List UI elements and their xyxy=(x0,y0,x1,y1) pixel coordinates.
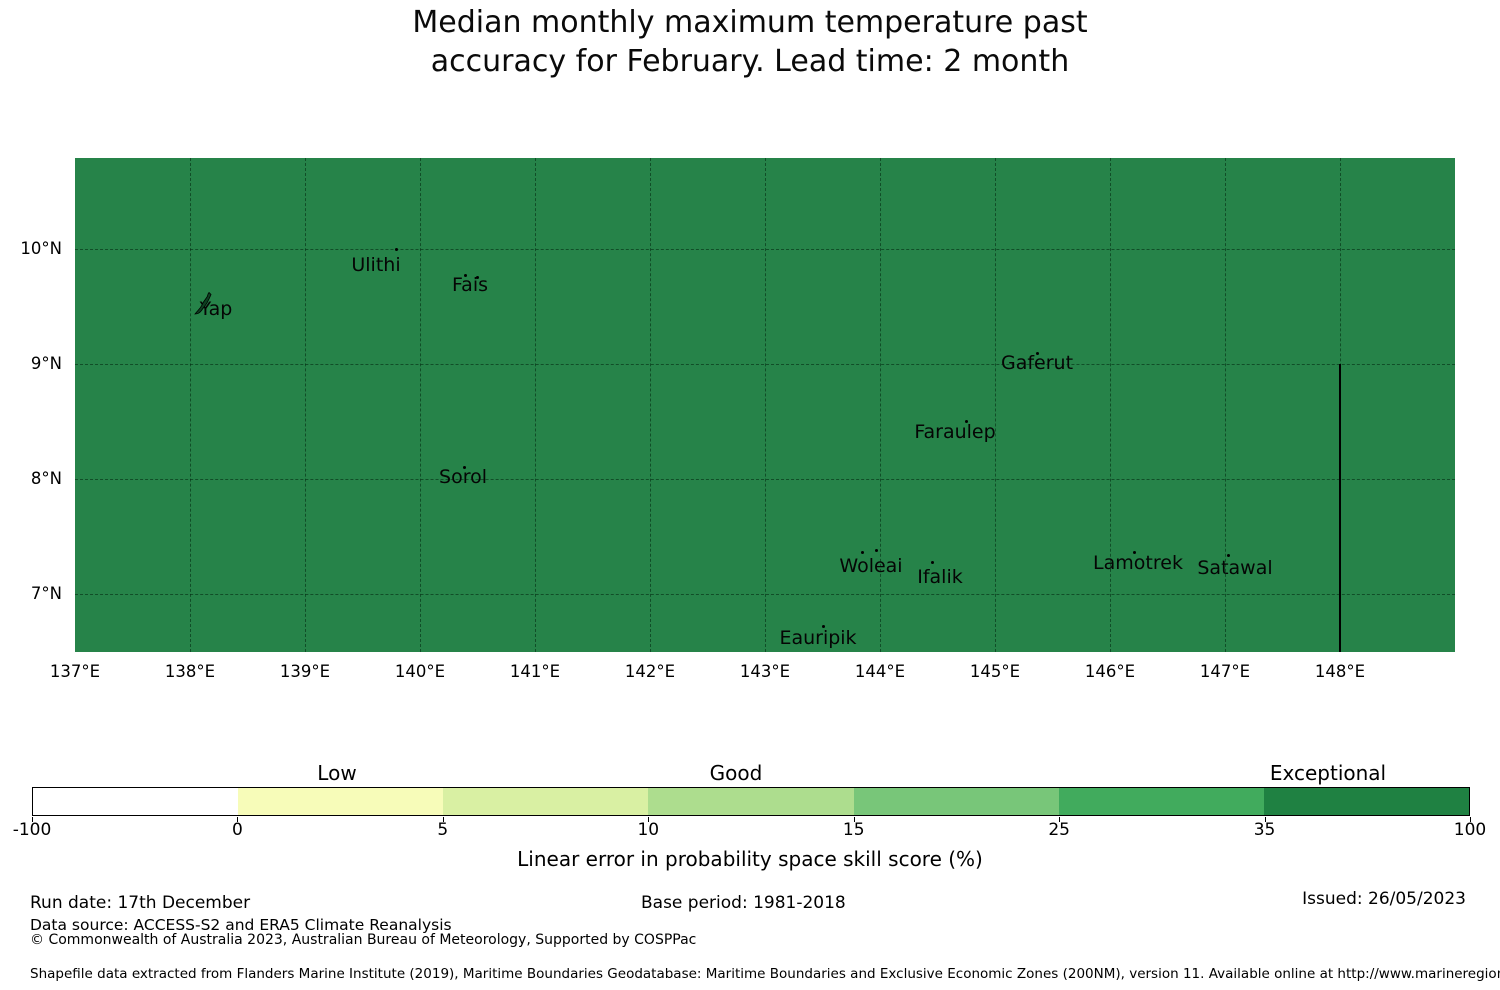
island-label: Yap xyxy=(199,298,233,320)
island-label: Fais xyxy=(451,274,489,296)
colorbar-axis-label: Linear error in probability space skill … xyxy=(517,847,983,871)
footer-run-date: Run date: 17th December xyxy=(30,893,251,913)
island-label: Gaferut xyxy=(1000,352,1074,374)
island-marker-dot xyxy=(395,248,398,251)
chart-title: Median monthly maximum temperature past … xyxy=(0,3,1500,81)
chart-title-line1: Median monthly maximum temperature past xyxy=(412,5,1088,40)
x-axis-tick-label: 148°E xyxy=(1314,662,1366,681)
y-axis-tick-label: 10°N xyxy=(20,239,62,258)
colorbar-segment xyxy=(648,788,854,815)
footer-base-period: Base period: 1981-2018 xyxy=(641,893,846,913)
x-axis-tick-label: 146°E xyxy=(1084,662,1136,681)
footer-data-source: Data source: ACCESS-S2 and ERA5 Climate … xyxy=(30,916,452,934)
island-marker-dot xyxy=(1133,551,1136,554)
colorbar-tick xyxy=(32,817,33,822)
y-axis-tick-label: 7°N xyxy=(30,584,62,603)
gridline-vertical xyxy=(1110,158,1111,652)
colorbar-tick-label: 25 xyxy=(1048,820,1070,840)
y-axis-tick-label: 9°N xyxy=(30,354,62,373)
colorbar-tick xyxy=(237,817,239,822)
colorbar-tick-label: 35 xyxy=(1253,820,1276,840)
gridline-horizontal xyxy=(75,364,1455,365)
gridline-horizontal xyxy=(75,249,1455,250)
chart-title-line2: accuracy for February. Lead time: 2 mont… xyxy=(430,44,1070,79)
x-axis-tick-label: 137°E xyxy=(49,662,101,681)
island-marker-dot xyxy=(476,276,479,279)
island-marker-dot xyxy=(965,420,968,423)
colorbar-category-label: Low xyxy=(317,761,357,785)
gridline-horizontal xyxy=(75,479,1455,480)
x-axis-tick-label: 142°E xyxy=(624,662,676,681)
island-label: Lamotrek xyxy=(1093,552,1183,574)
colorbar-tick xyxy=(1470,817,1471,822)
x-axis-tick-label: 138°E xyxy=(164,662,216,681)
colorbar-segment xyxy=(443,788,649,815)
colorbar-tick xyxy=(1059,817,1061,822)
colorbar-tick xyxy=(648,817,650,822)
colorbar-tick-label: -100 xyxy=(12,820,52,840)
island-marker-dot xyxy=(463,466,466,469)
y-axis-tick-label: 8°N xyxy=(30,469,62,488)
island-label: Woleai xyxy=(839,555,903,577)
gridline-vertical xyxy=(650,158,651,652)
gridline-vertical xyxy=(995,158,996,652)
map-canvas: Yap Ulithi Fais Sorol Gaferut Faraulep Woleai I… xyxy=(75,158,1455,652)
island-marker-dot xyxy=(931,561,934,564)
colorbar-tick-label: 0 xyxy=(232,820,243,840)
gridline-vertical xyxy=(535,158,536,652)
footer-issued: Issued: 26/05/2023 xyxy=(1302,889,1466,909)
gridline-vertical xyxy=(1225,158,1226,652)
x-axis-tick-label: 145°E xyxy=(969,662,1021,681)
island-marker-dot xyxy=(1227,554,1230,557)
colorbar-tick-label: 5 xyxy=(437,820,449,840)
gridline-vertical xyxy=(420,158,421,652)
colorbar-segment xyxy=(853,788,1059,815)
x-axis-tick-label: 141°E xyxy=(509,662,561,681)
gridline-vertical xyxy=(305,158,306,652)
island-label: Ulithi xyxy=(351,254,401,276)
colorbar-tick-label: 100 xyxy=(1453,820,1487,840)
island-marker-dot xyxy=(822,625,825,628)
colorbar-segment xyxy=(238,788,444,815)
footer-copyright: © Commonwealth of Australia 2023, Austra… xyxy=(30,932,697,948)
gridline-horizontal xyxy=(75,594,1455,595)
gridline-vertical xyxy=(765,158,766,652)
colorbar-tick xyxy=(442,817,444,822)
colorbar xyxy=(32,787,1470,816)
yap-island-outline xyxy=(192,291,218,317)
colorbar-tick xyxy=(1264,817,1266,822)
x-axis-tick-label: 140°E xyxy=(394,662,446,681)
colorbar-tick-label: 10 xyxy=(637,820,660,840)
colorbar-segment xyxy=(33,788,239,815)
x-axis-tick-label: 139°E xyxy=(279,662,331,681)
island-label: Sorol xyxy=(439,466,487,488)
colorbar-segment xyxy=(1058,788,1264,815)
island-label: Satawal xyxy=(1197,557,1273,579)
colorbar-segment xyxy=(1263,788,1469,815)
island-label: Faraulep xyxy=(914,421,996,443)
island-marker-dot xyxy=(861,551,864,554)
footer-shapefile-note: Shapefile data extracted from Flanders M… xyxy=(30,966,1500,982)
eez-boundary-line xyxy=(1339,364,1341,652)
island-marker-dot xyxy=(464,274,467,277)
island-label: Ifalik xyxy=(917,566,963,588)
x-axis-tick-label: 144°E xyxy=(854,662,906,681)
gridline-vertical xyxy=(190,158,191,652)
colorbar-category-label: Exceptional xyxy=(1269,761,1387,785)
colorbar-tick xyxy=(853,817,855,822)
island-marker-dot xyxy=(875,549,878,552)
colorbar-category-label: Good xyxy=(709,761,763,785)
island-marker-dot xyxy=(1036,352,1039,355)
gridline-vertical xyxy=(880,158,881,652)
x-axis-tick-label: 147°E xyxy=(1199,662,1251,681)
island-label: Eauripik xyxy=(779,627,857,649)
colorbar-tick-label: 15 xyxy=(842,820,865,840)
x-axis-tick-label: 143°E xyxy=(739,662,791,681)
